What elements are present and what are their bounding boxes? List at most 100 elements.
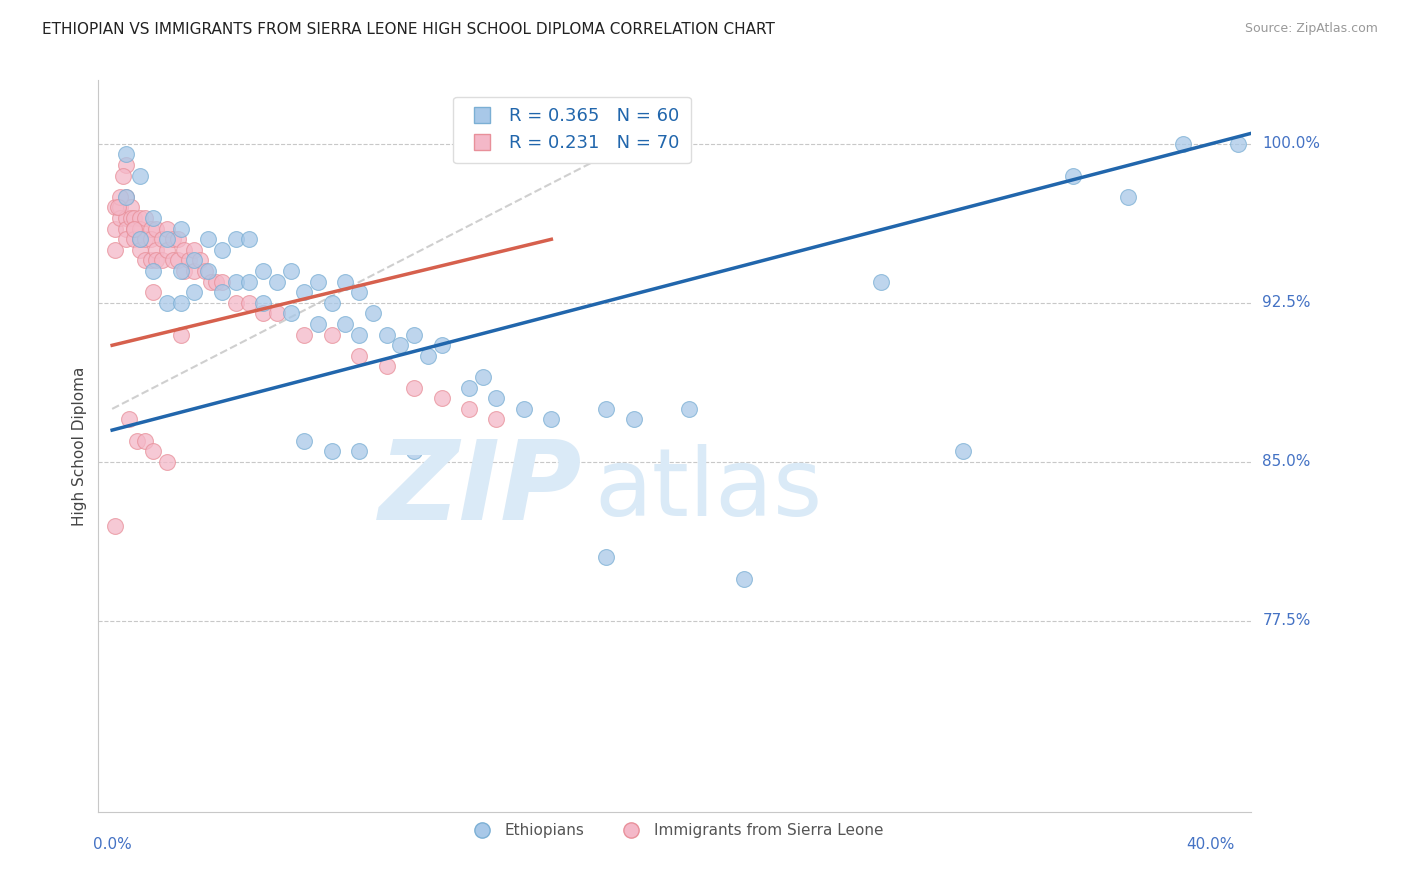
Point — [128, 232, 150, 246]
Point — [173, 243, 195, 257]
Point — [347, 444, 370, 458]
Point — [170, 264, 193, 278]
Point — [162, 253, 184, 268]
Point — [252, 306, 274, 320]
Point — [128, 243, 150, 257]
Point — [952, 444, 974, 458]
Point — [122, 221, 145, 235]
Point — [104, 518, 127, 533]
Point — [430, 338, 453, 352]
Point — [416, 349, 439, 363]
Point — [156, 296, 179, 310]
Point — [142, 264, 165, 278]
Point — [115, 190, 138, 204]
Point — [162, 232, 184, 246]
Point — [205, 275, 228, 289]
Point — [1171, 136, 1194, 151]
Point — [307, 317, 329, 331]
Point — [177, 253, 200, 268]
Point — [142, 285, 165, 300]
Point — [321, 444, 343, 458]
Point — [128, 232, 150, 246]
Point — [142, 211, 165, 225]
Text: atlas: atlas — [595, 444, 823, 536]
Point — [238, 232, 260, 246]
Point — [145, 221, 167, 235]
Point — [225, 232, 247, 246]
Point — [183, 243, 205, 257]
Point — [115, 211, 138, 225]
Text: 100.0%: 100.0% — [1263, 136, 1320, 152]
Point — [335, 275, 357, 289]
Point — [128, 221, 150, 235]
Point — [115, 147, 138, 161]
Point — [361, 306, 384, 320]
Point — [485, 392, 508, 406]
Point — [115, 158, 138, 172]
Point — [389, 338, 412, 352]
Point — [150, 253, 173, 268]
Point — [156, 232, 179, 246]
Point — [733, 572, 755, 586]
Point — [142, 444, 165, 458]
Point — [321, 296, 343, 310]
Point — [183, 285, 205, 300]
Point — [115, 221, 138, 235]
Point — [170, 221, 193, 235]
Point — [139, 221, 162, 235]
Point — [150, 232, 173, 246]
Text: 92.5%: 92.5% — [1263, 295, 1310, 310]
Point — [128, 169, 150, 183]
Point — [139, 253, 162, 268]
Point — [280, 264, 302, 278]
Point — [115, 190, 138, 204]
Point — [595, 401, 617, 416]
Point — [347, 349, 370, 363]
Point — [197, 264, 219, 278]
Point — [194, 264, 217, 278]
Point — [145, 243, 167, 257]
Point — [1226, 136, 1249, 151]
Point — [375, 359, 398, 374]
Text: 40.0%: 40.0% — [1187, 837, 1234, 852]
Point — [335, 317, 357, 331]
Point — [117, 412, 139, 426]
Point — [125, 434, 148, 448]
Point — [104, 243, 127, 257]
Text: Source: ZipAtlas.com: Source: ZipAtlas.com — [1244, 22, 1378, 36]
Point — [122, 232, 145, 246]
Point — [225, 275, 247, 289]
Point — [134, 211, 156, 225]
Point — [211, 285, 233, 300]
Point — [122, 211, 145, 225]
Point — [540, 412, 562, 426]
Text: 77.5%: 77.5% — [1263, 614, 1310, 628]
Point — [1116, 190, 1139, 204]
Point — [183, 264, 205, 278]
Point — [292, 285, 315, 300]
Point — [134, 232, 156, 246]
Point — [197, 232, 219, 246]
Point — [120, 211, 142, 225]
Point — [188, 253, 211, 268]
Point — [471, 370, 494, 384]
Point — [678, 401, 700, 416]
Point — [134, 253, 156, 268]
Point — [183, 253, 205, 268]
Point — [1062, 169, 1084, 183]
Y-axis label: High School Diploma: High School Diploma — [72, 367, 87, 525]
Point — [173, 264, 195, 278]
Point — [458, 381, 481, 395]
Point — [404, 444, 426, 458]
Point — [104, 221, 127, 235]
Point — [404, 327, 426, 342]
Point — [430, 392, 453, 406]
Point — [120, 201, 142, 215]
Point — [200, 275, 222, 289]
Point — [375, 327, 398, 342]
Point — [280, 306, 302, 320]
Point — [404, 381, 426, 395]
Point — [134, 434, 156, 448]
Point — [292, 434, 315, 448]
Point — [110, 211, 132, 225]
